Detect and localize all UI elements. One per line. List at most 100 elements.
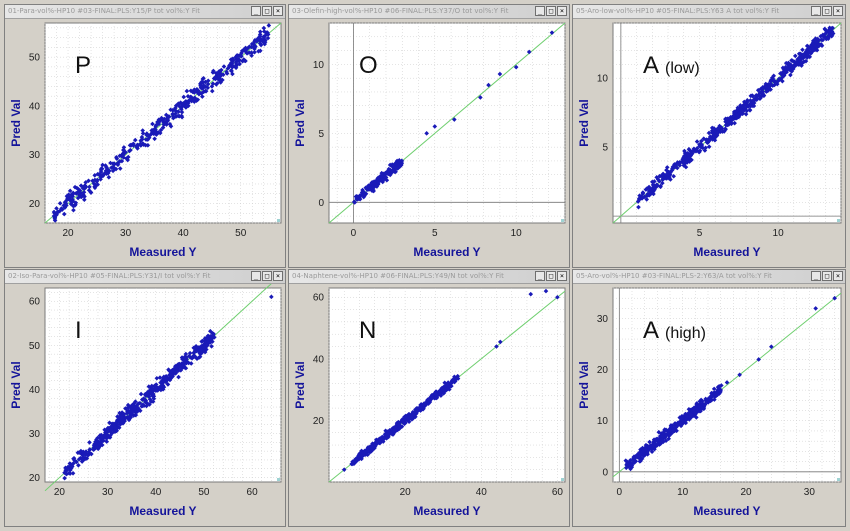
maximize-button[interactable]: □ [822,271,832,281]
minimize-button[interactable]: _ [251,6,261,16]
maximize-button[interactable]: □ [546,271,556,281]
data-point [700,145,706,151]
resize-grip[interactable] [561,478,564,481]
resize-grip[interactable] [277,219,280,222]
data-point [384,433,390,439]
maximize-button[interactable]: □ [822,6,832,16]
data-point [437,389,443,395]
y-axis-label: Pred Val [577,361,591,408]
maximize-button[interactable]: □ [546,6,556,16]
minimize-button[interactable]: _ [251,271,261,281]
window-titlebar[interactable]: 01-Para-vol%-HP10 #03-FINAL:PLS:Y15/P to… [5,5,285,19]
data-point [655,442,660,448]
data-point [710,393,715,399]
window-titlebar[interactable]: 02-Iso-Para-vol%-HP10 #05-FINAL:PLS:Y31/… [5,270,285,284]
y-tick-label: 0 [602,467,608,478]
data-point [827,27,833,32]
data-point [179,109,185,115]
x-tick-label: 50 [235,228,247,239]
data-point [92,441,97,447]
minimize-button[interactable]: _ [811,6,821,16]
data-point [740,110,745,116]
data-point [129,404,135,410]
plot-window-4[interactable]: 02-Iso-Para-vol%-HP10 #05-FINAL:PLS:Y31/… [4,269,286,527]
data-point [70,470,76,476]
minimize-button[interactable]: _ [535,271,545,281]
y-axis-label: Pred Val [9,99,23,146]
data-point [201,75,206,81]
close-button[interactable]: × [833,6,843,16]
data-point [106,425,112,431]
x-tick-label: 40 [476,487,488,498]
data-point [393,162,399,167]
data-point [683,164,689,170]
plot-window-2[interactable]: 03-Olefin-high-vol%-HP10 #06-FINAL:PLS:Y… [288,4,570,268]
resize-grip[interactable] [277,478,280,481]
data-point [659,439,664,444]
resize-grip[interactable] [837,478,840,481]
data-point [656,429,662,435]
plot-area: 0 10 20 30 0 10 20 30 Measured Y Pred Val A (high) [573,284,845,526]
panel-letter-main: P [75,52,91,79]
data-point [104,164,109,170]
data-point [478,95,483,100]
data-point [115,422,120,427]
data-point [732,120,737,126]
data-point [705,140,711,145]
resize-grip[interactable] [561,219,564,222]
maximize-button[interactable]: □ [262,6,272,16]
window-titlebar[interactable]: 04-Naphtene-vol%-HP10 #06-FINAL:PLS:Y49/… [289,270,569,284]
data-points [351,30,555,205]
plot-window-5[interactable]: 04-Naphtene-vol%-HP10 #06-FINAL:PLS:Y49/… [288,269,570,527]
x-axis-label: Measured Y [129,245,196,259]
data-point [351,458,357,464]
close-button[interactable]: × [833,271,843,281]
plot-area: 20 30 40 50 60 20 30 40 50 60 Measured Y Pred Val I [5,284,285,526]
x-axis-label: Measured Y [693,245,760,259]
x-axis-label: Measured Y [413,245,480,259]
data-point [379,435,384,440]
data-point [100,172,106,177]
data-point [659,437,665,442]
close-button[interactable]: × [557,6,567,16]
data-point [826,28,831,33]
scatter-chart: 20 30 40 50 20 30 40 50 Measured Y Pred Val P [9,22,282,259]
data-point [704,137,709,143]
minimize-button[interactable]: _ [535,6,545,16]
close-button[interactable]: × [557,271,567,281]
plot-window-6[interactable]: 05-Aro-vol%-HP10 #03-FINAL:PLS-2:Y63/A t… [572,269,846,527]
window-titlebar[interactable]: 05-Aro-vol%-HP10 #03-FINAL:PLS-2:Y63/A t… [573,270,845,284]
data-point [258,29,263,35]
resize-grip[interactable] [837,219,840,222]
minimize-button[interactable]: _ [811,271,821,281]
window-titlebar[interactable]: 05-Aro-low-vol%-HP10 #05-FINAL:PLS:Y63 A… [573,5,845,19]
data-point [121,155,126,160]
data-point [396,163,401,169]
y-tick-label: 20 [29,199,41,210]
close-button[interactable]: × [273,6,283,16]
data-point [147,397,153,402]
data-point [691,407,696,413]
data-point [158,380,163,385]
x-axis-label: Measured Y [129,504,196,518]
data-point [486,82,491,88]
data-point [783,60,789,66]
data-point [694,407,700,412]
plot-window-1[interactable]: 01-Para-vol%-HP10 #03-FINAL:PLS:Y15/P to… [4,4,286,268]
data-point [233,65,239,71]
data-point [830,31,836,36]
data-point [131,141,136,147]
data-point [161,384,167,390]
data-point [637,193,642,198]
data-point [192,95,198,101]
close-button[interactable]: × [273,271,283,281]
window-titlebar[interactable]: 03-Olefin-high-vol%-HP10 #06-FINAL:PLS:Y… [289,5,569,19]
data-point [689,151,695,156]
data-point [153,122,159,128]
data-point [178,368,184,373]
maximize-button[interactable]: □ [262,271,272,281]
data-point [80,456,85,461]
data-point [656,436,662,442]
data-point [53,213,58,219]
plot-window-3[interactable]: 05-Aro-low-vol%-HP10 #05-FINAL:PLS:Y63 A… [572,4,846,268]
